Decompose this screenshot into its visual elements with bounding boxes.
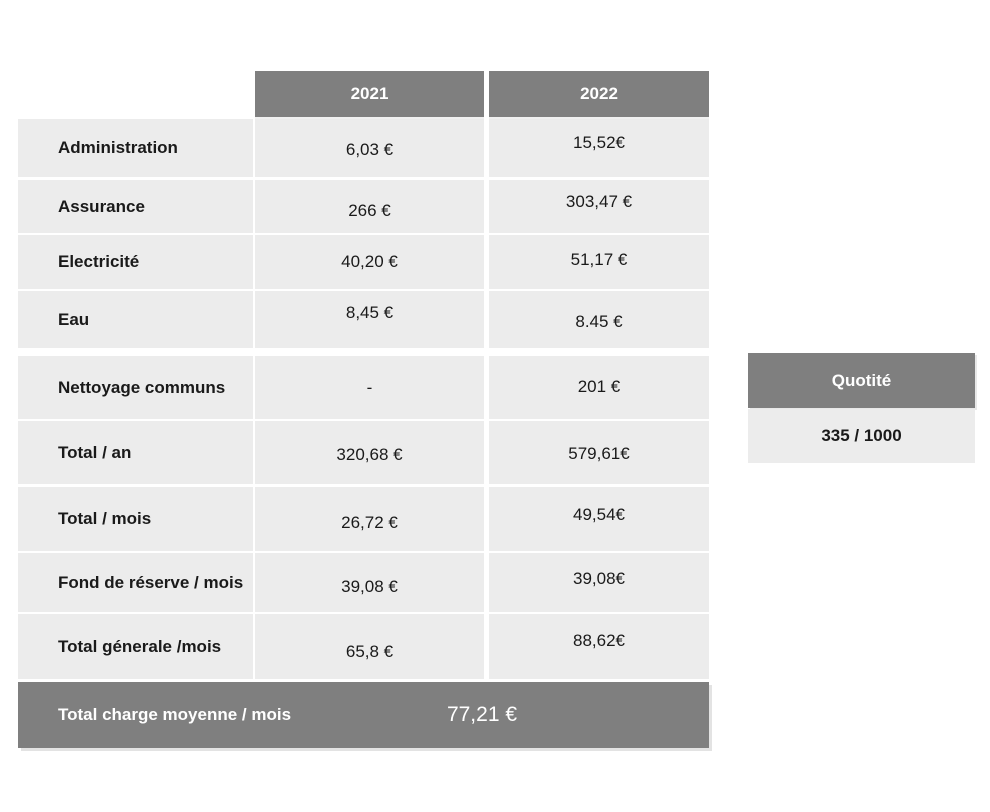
table-row: Total / an 320,68 € 579,61€ bbox=[18, 421, 709, 484]
table-row: Eau 8,45 € 8.45 € bbox=[18, 291, 709, 348]
table-row: Administration 6,03 € 15,52€ bbox=[18, 119, 709, 177]
row-value-2021: 320,68 € bbox=[255, 421, 484, 484]
table-row: Assurance 266 € 303,47 € bbox=[18, 180, 709, 233]
table-row: Nettoyage communs - 201 € bbox=[18, 356, 709, 419]
charges-table: 2021 2022 Administration 6,03 € 15,52€ A… bbox=[18, 71, 709, 748]
row-label: Eau bbox=[18, 291, 253, 348]
row-value-2022: 8.45 € bbox=[489, 291, 709, 348]
footer-total-value: 77,21 € bbox=[446, 703, 518, 726]
row-value-2021: - bbox=[255, 356, 484, 419]
table-body: Administration 6,03 € 15,52€ Assurance 2… bbox=[18, 119, 709, 679]
row-label: Nettoyage communs bbox=[18, 356, 253, 419]
row-value-2022: 15,52€ bbox=[489, 119, 709, 177]
table-header-row: 2021 2022 bbox=[18, 71, 709, 117]
row-value-2022: 303,47 € bbox=[489, 180, 709, 233]
row-value-2021: 266 € bbox=[255, 180, 484, 233]
row-value-2022: 51,17 € bbox=[489, 235, 709, 289]
row-value-2021: 26,72 € bbox=[255, 487, 484, 551]
row-label: Assurance bbox=[18, 180, 253, 233]
header-spacer bbox=[18, 71, 255, 117]
row-label: Fond de réserve / mois bbox=[18, 553, 253, 612]
table-row: Electricité 40,20 € 51,17 € bbox=[18, 235, 709, 289]
row-label: Total / mois bbox=[18, 487, 253, 551]
row-value-2021: 65,8 € bbox=[255, 614, 484, 679]
row-label: Administration bbox=[18, 119, 253, 177]
quotite-value: 335 / 1000 bbox=[748, 409, 975, 463]
table-row: Total génerale /mois 65,8 € 88,62€ bbox=[18, 614, 709, 679]
column-header-2022: 2022 bbox=[489, 71, 709, 117]
table-footer-row: Total charge moyenne / mois 77,21 € bbox=[18, 682, 709, 748]
table-row: Fond de réserve / mois 39,08 € 39,08€ bbox=[18, 553, 709, 612]
row-value-2022: 49,54€ bbox=[489, 487, 709, 551]
row-value-2022: 88,62€ bbox=[489, 614, 709, 679]
column-header-2021: 2021 bbox=[255, 71, 484, 117]
row-value-2021: 8,45 € bbox=[255, 291, 484, 348]
row-label: Total génerale /mois bbox=[18, 614, 253, 679]
row-value-2022: 39,08€ bbox=[489, 553, 709, 612]
footer-label: Total charge moyenne / mois bbox=[58, 705, 292, 724]
quotite-table: Quotité 335 / 1000 bbox=[748, 353, 975, 463]
quotite-header: Quotité bbox=[748, 353, 975, 408]
row-value-2022: 579,61€ bbox=[489, 421, 709, 484]
row-label: Total / an bbox=[18, 421, 253, 484]
row-value-2021: 39,08 € bbox=[255, 553, 484, 612]
row-label: Electricité bbox=[18, 235, 253, 289]
row-value-2021: 6,03 € bbox=[255, 119, 484, 177]
row-value-2021: 40,20 € bbox=[255, 235, 484, 289]
row-value-2022: 201 € bbox=[489, 356, 709, 419]
table-row: Total / mois 26,72 € 49,54€ bbox=[18, 487, 709, 551]
